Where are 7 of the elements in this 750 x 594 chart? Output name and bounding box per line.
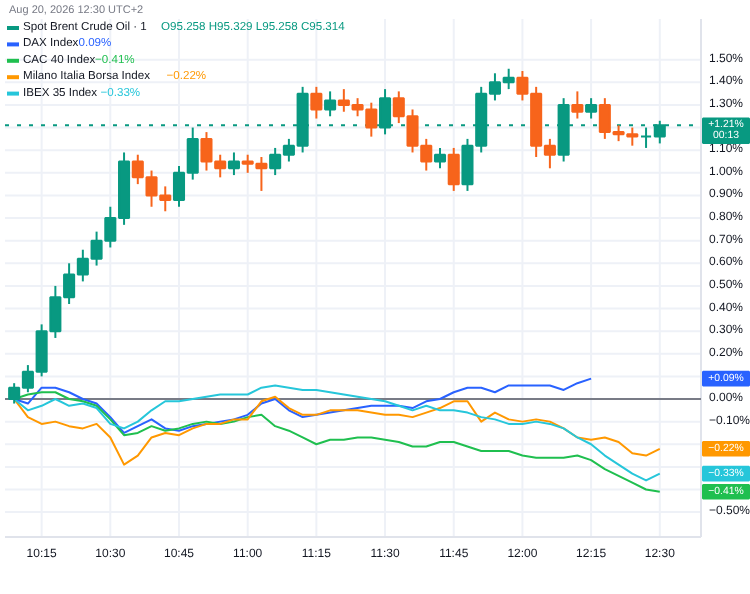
candlestick <box>227 151 240 177</box>
candlestick <box>310 85 323 120</box>
candlestick <box>585 97 598 120</box>
candlestick <box>324 90 337 118</box>
candlestick <box>433 146 447 170</box>
candlestick <box>447 146 460 192</box>
candlestick <box>571 90 584 120</box>
